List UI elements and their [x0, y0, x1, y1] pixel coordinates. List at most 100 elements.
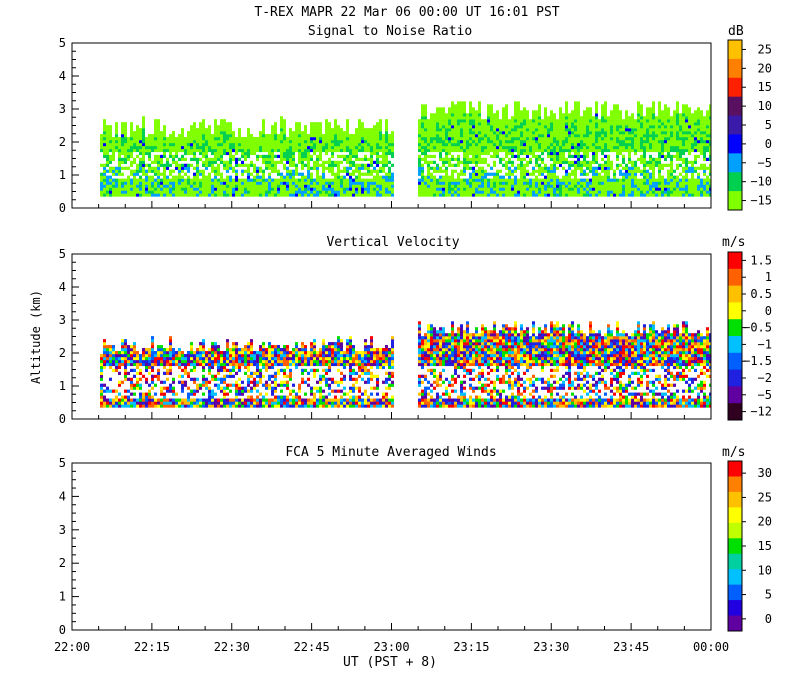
echo-cell [313, 134, 316, 138]
echo-cell [343, 137, 346, 141]
echo-cell [301, 148, 304, 153]
echo-cell [103, 131, 106, 135]
echo-cell [211, 181, 214, 185]
echo-cell [322, 181, 325, 185]
echo-cell [631, 175, 634, 179]
echo-cell [556, 181, 559, 185]
echo-cell [610, 116, 613, 120]
echo-cell [274, 154, 277, 159]
echo-cell [589, 131, 592, 135]
echo-cell [241, 178, 244, 182]
echo-cell [634, 122, 637, 126]
echo-cell [499, 122, 502, 126]
echo-cell [619, 131, 622, 135]
echo-cell [328, 125, 331, 129]
echo-cell [265, 139, 268, 144]
echo-cell [580, 166, 583, 170]
echo-cell [295, 178, 298, 182]
echo-cell [430, 166, 433, 170]
echo-cell [382, 134, 385, 138]
echo-cell [631, 116, 634, 120]
echo-cell [217, 178, 220, 182]
echo-cell [535, 131, 538, 135]
echo-cell [538, 137, 541, 141]
echo-cell [259, 193, 262, 197]
echo-cell [469, 145, 472, 150]
echo-cell [691, 128, 694, 132]
echo-cell [151, 142, 154, 147]
echo-cell [346, 131, 349, 135]
echo-cell [124, 131, 127, 135]
echo-cell [616, 154, 619, 159]
echo-cell [676, 148, 679, 153]
echo-cell [367, 163, 370, 167]
echo-cell [295, 139, 298, 144]
echo-cell [559, 187, 562, 191]
echo-cell [481, 187, 484, 191]
echo-cell [592, 131, 595, 135]
echo-cell [658, 184, 661, 188]
echo-cell [361, 128, 364, 132]
echo-cell [529, 151, 532, 156]
echo-cell [562, 178, 565, 182]
echo-cell [211, 148, 214, 153]
echo-cell [232, 145, 235, 150]
echo-cell [112, 187, 115, 191]
echo-cell [556, 184, 559, 188]
echo-cell [457, 113, 460, 117]
echo-cell [547, 169, 550, 173]
echo-cell [313, 178, 316, 182]
echo-cell [664, 131, 667, 135]
echo-cell [151, 160, 154, 164]
echo-cell [433, 187, 436, 191]
echo-cell [535, 187, 538, 191]
echo-cell [610, 163, 613, 167]
echo-cell [154, 353, 157, 358]
echo-cell [589, 148, 592, 153]
y-tick-label: 1 [59, 168, 66, 182]
echo-cell [706, 128, 709, 132]
echo-cell [151, 339, 154, 343]
echo-cell [454, 110, 457, 114]
echo-cell [304, 163, 307, 167]
echo-cell [460, 119, 463, 123]
echo-cell [637, 145, 640, 150]
echo-cell [496, 131, 499, 135]
echo-cell [172, 187, 175, 191]
echo-cell [148, 359, 151, 364]
echo-cell [382, 154, 385, 159]
echo-cell [361, 148, 364, 153]
snr-colorbar-units: dB [728, 24, 744, 39]
echo-cell [451, 190, 454, 194]
echo-cell [133, 368, 136, 373]
echo-cell [574, 134, 577, 138]
echo-cell [283, 137, 286, 141]
echo-cell [448, 110, 451, 114]
echo-cell [586, 166, 589, 170]
echo-cell [322, 190, 325, 194]
echo-cell [676, 193, 679, 197]
echo-cell [214, 187, 217, 191]
echo-cell [700, 148, 703, 153]
echo-cell [619, 163, 622, 167]
echo-cell [244, 137, 247, 141]
echo-cell [697, 193, 700, 197]
echo-cell [577, 113, 580, 117]
echo-cell [565, 137, 568, 141]
echo-cell [556, 125, 559, 129]
echo-cell [478, 122, 481, 126]
echo-cell [634, 169, 637, 173]
echo-cell [577, 148, 580, 153]
echo-cell [532, 110, 535, 114]
echo-cell [502, 125, 505, 129]
echo-cell [268, 139, 271, 144]
echo-cell [166, 166, 169, 170]
echo-cell [106, 356, 109, 361]
echo-cell [136, 380, 139, 384]
echo-cell [607, 190, 610, 194]
echo-cell [682, 175, 685, 179]
echo-cell [334, 178, 337, 182]
echo-cell [592, 142, 595, 147]
echo-cell [247, 145, 250, 150]
echo-cell [574, 122, 577, 126]
